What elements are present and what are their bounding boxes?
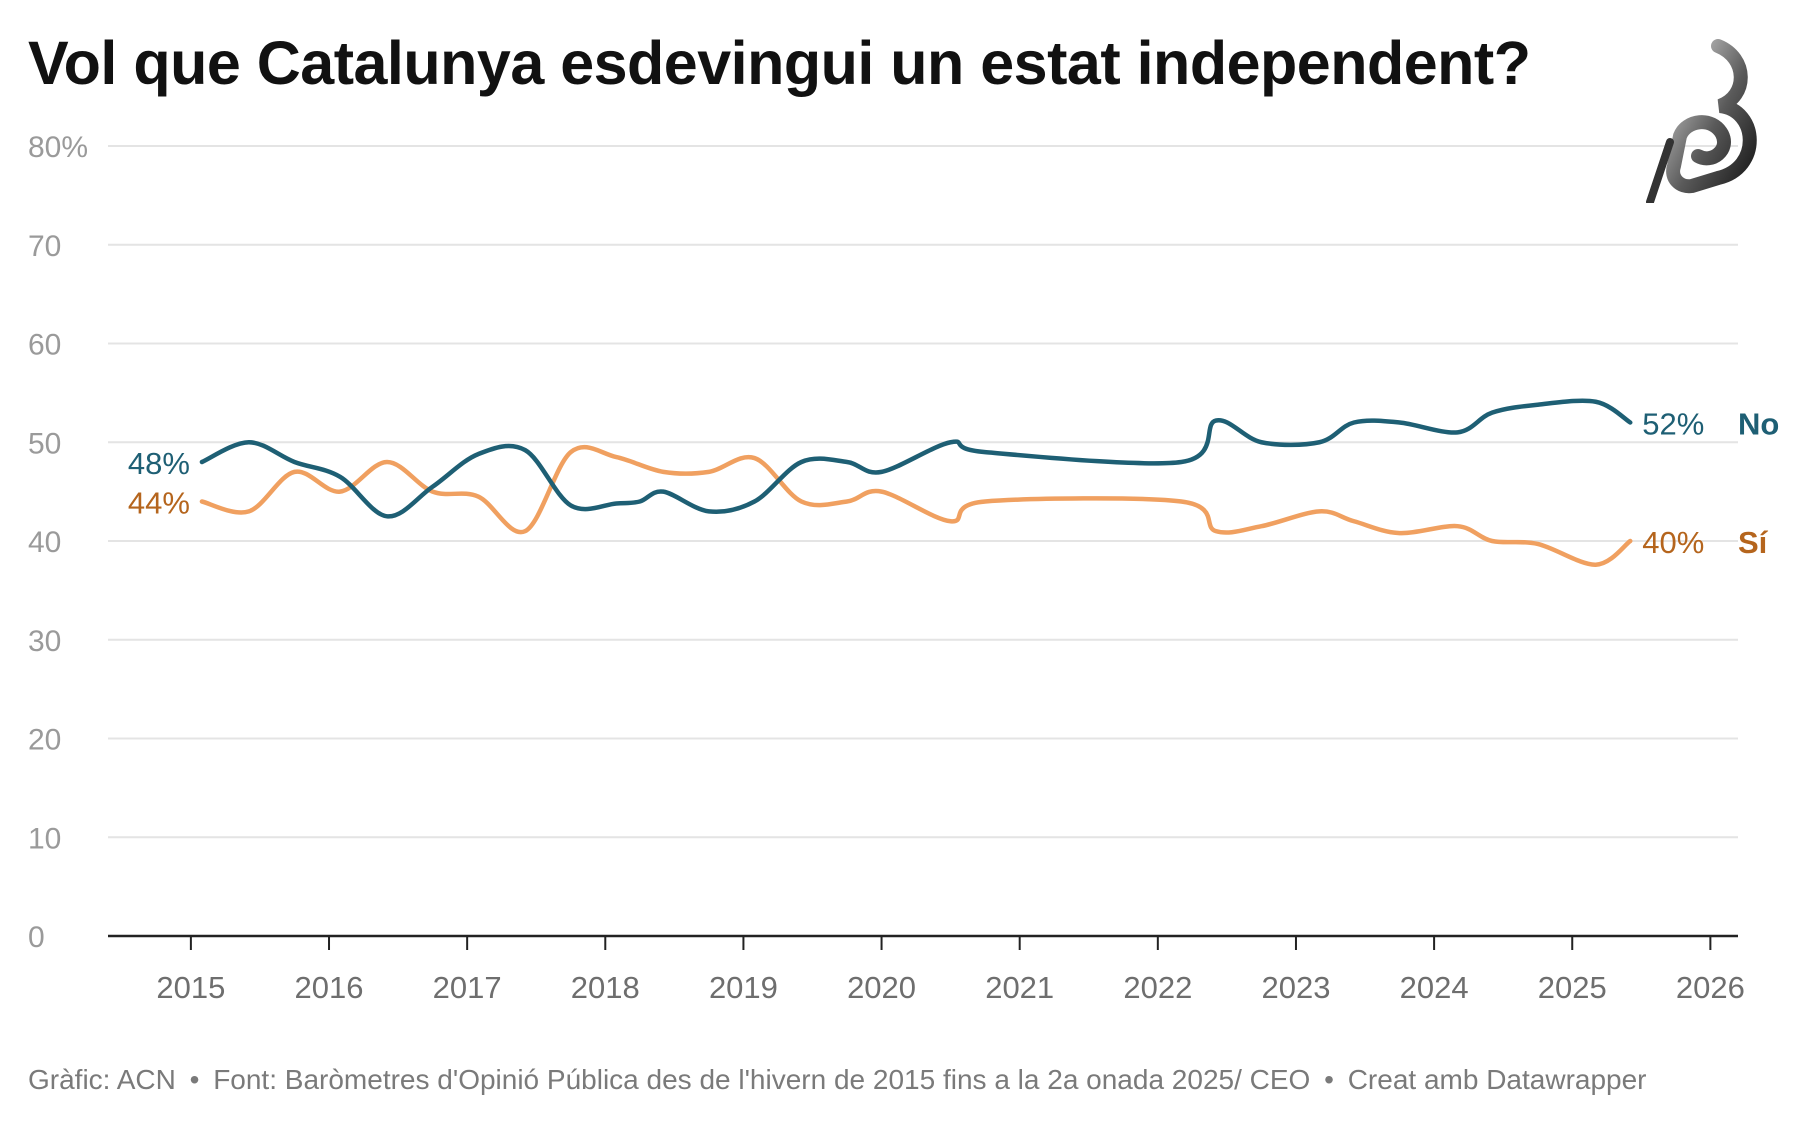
- brand-logo-icon: [1646, 39, 1757, 203]
- y-tick-label: 50: [28, 427, 61, 460]
- x-tick-label: 2026: [1676, 970, 1745, 1005]
- start-value-label: 44%: [128, 486, 190, 521]
- x-tick-label: 2021: [985, 970, 1054, 1005]
- x-tick-label: 2025: [1538, 970, 1607, 1005]
- y-tick-label: 20: [28, 724, 61, 757]
- x-tick-label: 2022: [1123, 970, 1192, 1005]
- y-tick-label: 40: [28, 526, 61, 559]
- y-axis-ticks: 0 10 20 30 40 50 60 70 80%: [28, 131, 88, 954]
- y-tick-label: 0: [28, 921, 45, 954]
- y-tick-label: 60: [28, 329, 61, 362]
- series-lines: [199, 398, 1633, 567]
- y-tick-label: 80%: [28, 131, 88, 164]
- end-value-label: 52%: [1642, 407, 1704, 442]
- series-name-label: Sí: [1738, 525, 1769, 560]
- y-tick-label: 10: [28, 822, 61, 855]
- y-tick-label: 30: [28, 625, 61, 658]
- end-value-label: 40%: [1642, 525, 1704, 560]
- x-tick-label: 2019: [709, 970, 778, 1005]
- tool-credit-link[interactable]: Creat amb Datawrapper: [1347, 1064, 1647, 1095]
- start-value-label: 48%: [128, 446, 190, 481]
- series-name-label: No: [1738, 407, 1779, 442]
- x-axis: 2015 2016 2017 2018 2019 2020 2021 2022 2023 2024…: [108, 934, 1745, 1005]
- x-tick-label: 2020: [847, 970, 916, 1005]
- x-tick-label: 2016: [295, 970, 364, 1005]
- x-tick-label: 2024: [1400, 970, 1469, 1005]
- y-tick-label: 70: [28, 230, 61, 263]
- x-tick-label: 2015: [156, 970, 225, 1005]
- x-tick-label: 2017: [433, 970, 502, 1005]
- series-labels: 44% 40% Sí 48% 52% No: [128, 407, 1779, 561]
- series-line-no: [199, 398, 1633, 519]
- source-text: Font: Baròmetres d'Opinió Pública des de…: [213, 1064, 1311, 1095]
- x-tick-label: 2018: [571, 970, 640, 1005]
- credit-text: Gràfic: ACN: [28, 1064, 176, 1095]
- gridlines: [108, 145, 1738, 839]
- x-tick-label: 2023: [1261, 970, 1330, 1005]
- separator: •: [1324, 1064, 1334, 1095]
- chart-title: Vol que Catalunya esdevingui un estat in…: [28, 29, 1531, 97]
- separator: •: [189, 1064, 200, 1095]
- chart-footer: Gràfic: ACN • Font: Baròmetres d'Opinió …: [28, 1064, 1647, 1096]
- series-line-si: [199, 444, 1633, 567]
